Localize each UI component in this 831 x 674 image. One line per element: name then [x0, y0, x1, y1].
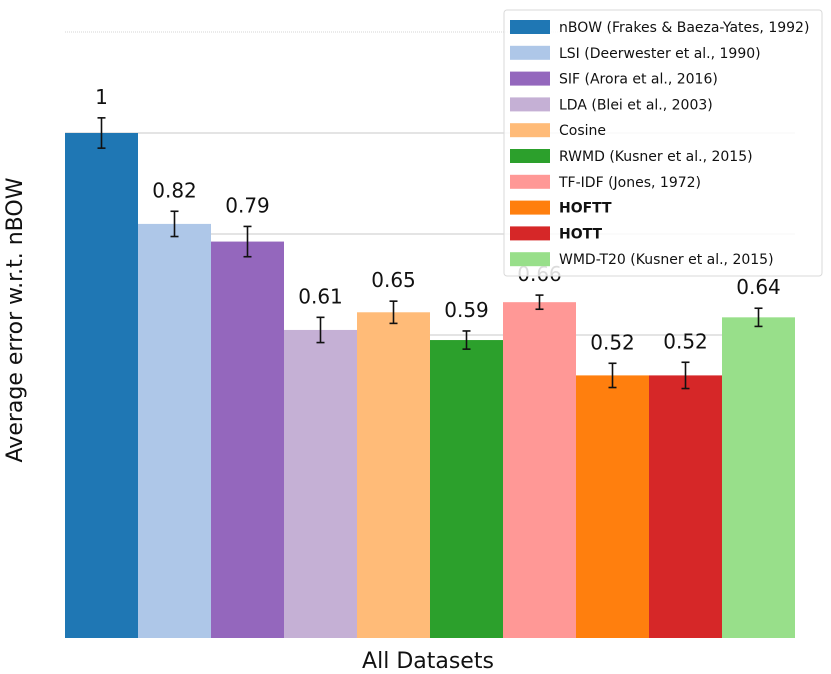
legend-swatch-9	[510, 252, 550, 267]
legend-label-1: LSI (Deerwester et al., 1990)	[559, 46, 761, 62]
legend-label-6: TF-IDF (Jones, 1972)	[558, 175, 701, 191]
bar-4	[357, 312, 430, 638]
legend-swatch-6	[510, 174, 550, 189]
value-label-7: 0.52	[590, 330, 635, 354]
error-bars	[97, 117, 763, 390]
legend-label-4: Cosine	[559, 123, 606, 139]
legend-swatch-8	[510, 226, 550, 241]
value-label-1: 0.82	[152, 178, 197, 202]
legend-label-7: HOFTT	[559, 201, 612, 217]
legend-swatch-3	[510, 97, 550, 112]
value-label-9: 0.64	[736, 275, 781, 299]
legend-swatch-1	[510, 45, 550, 60]
bar-5	[430, 340, 503, 638]
bar-6	[503, 302, 576, 638]
bar-1	[138, 223, 211, 638]
bar-7	[576, 375, 649, 638]
legend-swatch-4	[510, 123, 550, 138]
value-label-4: 0.65	[371, 268, 416, 292]
value-label-3: 0.61	[298, 284, 343, 308]
x-axis-label: All Datasets	[362, 649, 494, 674]
legend: nBOW (Frakes & Baeza-Yates, 1992) LSI (De…	[503, 9, 823, 277]
legend-box	[503, 9, 823, 277]
bars	[65, 133, 795, 638]
legend-swatch-0	[510, 20, 550, 34]
bar-9	[722, 317, 795, 638]
value-label-8: 0.52	[663, 329, 708, 353]
legend-label-9: WMD-T20 (Kusner et al., 2015)	[559, 252, 774, 268]
value-label-0: 1	[95, 85, 108, 109]
legend-label-5: RWMD (Kusner et al., 2015)	[559, 149, 753, 165]
legend-swatch-2	[510, 71, 550, 86]
legend-swatch-7	[510, 200, 550, 215]
bar-0	[65, 133, 138, 638]
legend-swatch-5	[510, 149, 550, 163]
bar-2	[211, 241, 284, 638]
legend-label-2: SIF (Arora et al., 2016)	[559, 72, 718, 88]
value-label-2: 0.79	[225, 193, 270, 217]
legend-label-3: LDA (Blei et al., 2003)	[559, 97, 713, 113]
value-label-5: 0.59	[444, 298, 489, 322]
legend-label-8: HOTT	[559, 226, 602, 242]
y-axis-label: Average error w.r.t. nBOW	[3, 177, 28, 462]
bar-8	[649, 375, 722, 638]
legend-label-0: nBOW (Frakes & Baeza-Yates, 1992)	[559, 20, 809, 36]
bar-3	[284, 329, 357, 638]
